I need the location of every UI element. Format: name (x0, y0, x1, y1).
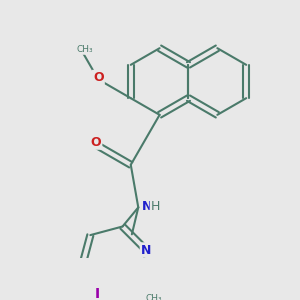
Text: H: H (151, 200, 160, 213)
Text: O: O (93, 71, 104, 84)
Text: O: O (91, 136, 101, 148)
Text: I: I (95, 287, 100, 300)
Text: N: N (141, 200, 152, 213)
Text: N: N (141, 244, 151, 256)
Text: CH₃: CH₃ (77, 45, 93, 54)
Text: CH₃: CH₃ (145, 294, 162, 300)
